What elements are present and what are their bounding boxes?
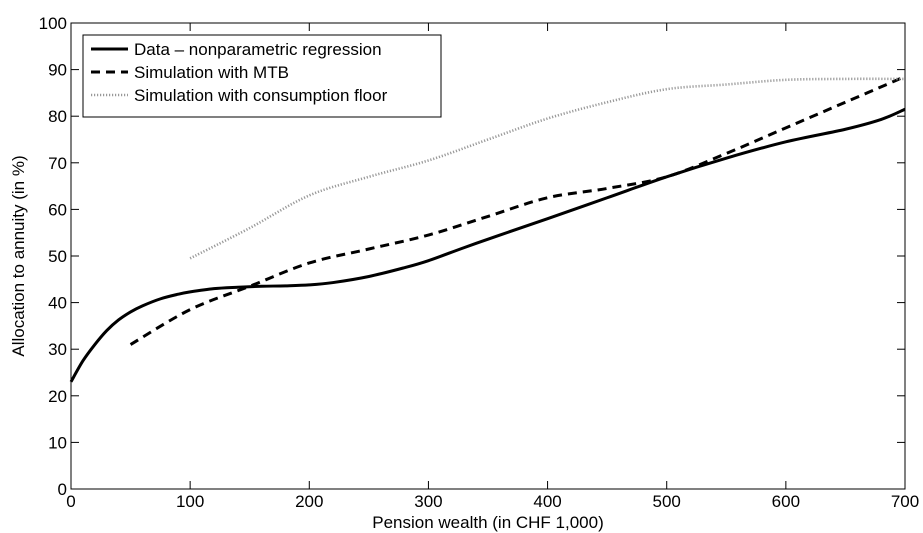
axes-layer: 0 100 200 300 400 500 600 700 0 10 20 30 40 50 60 70 80 9… — [39, 14, 920, 511]
y-tick-label: 40 — [48, 294, 67, 313]
x-tick-label: 100 — [176, 492, 204, 511]
y-tick-label: 80 — [48, 107, 67, 126]
y-tick-label: 100 — [39, 14, 67, 33]
x-tick-label: 200 — [295, 492, 323, 511]
x-tick-label: 300 — [414, 492, 442, 511]
x-tick-label: 0 — [66, 492, 75, 511]
series-line-1 — [69, 107, 906, 383]
y-tick-label: 0 — [58, 480, 67, 499]
series-layer — [69, 75, 906, 383]
y-tick-label: 90 — [48, 61, 67, 80]
y-tick-label: 20 — [48, 387, 67, 406]
legend-box — [82, 34, 442, 118]
legend: Data – nonparametric regression Simulatio… — [82, 34, 442, 118]
x-tick-label: 700 — [891, 492, 919, 511]
legend-label: Simulation with MTB — [134, 63, 289, 82]
x-axis-label: Pension wealth (in CHF 1,000) — [372, 513, 604, 532]
y-axis-label: Allocation to annuity (in %) — [9, 155, 28, 356]
y-tick-label: 70 — [48, 154, 67, 173]
legend-label: Data – nonparametric regression — [134, 40, 382, 59]
y-tick-label: 50 — [48, 247, 67, 266]
x-tick-label: 500 — [653, 492, 681, 511]
series-line-2 — [129, 75, 906, 346]
y-tick-label: 30 — [48, 340, 67, 359]
legend-label: Simulation with consumption floor — [134, 86, 388, 105]
x-tick-label: 600 — [772, 492, 800, 511]
series-line-3 — [189, 77, 906, 260]
y-tick-label: 10 — [48, 433, 67, 452]
x-tick-label: 400 — [533, 492, 561, 511]
y-tick-label: 60 — [48, 200, 67, 219]
